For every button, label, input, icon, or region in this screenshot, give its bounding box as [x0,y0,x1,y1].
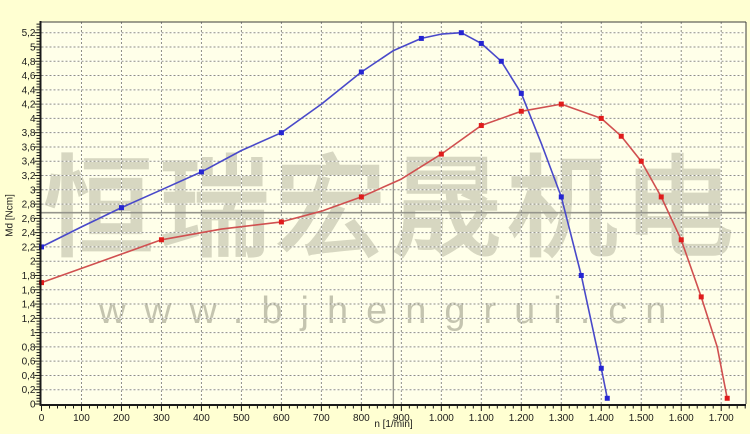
y-tick-label: 2,6 [22,214,36,225]
y-tick-label: 2,8 [22,200,36,211]
y-tick-label: 3,8 [22,128,36,139]
red-torque-curve-marker [438,151,444,157]
blue-torque-curve-line [41,31,609,399]
y-tick-label: 1 [30,328,36,339]
blue-torque-curve [39,30,610,401]
y-tick-label: 1,8 [22,271,36,282]
red-torque-curve-marker [618,133,624,139]
blue-torque-curve-marker [478,40,484,46]
blue-torque-curve-marker [558,194,564,200]
red-torque-curve-marker [658,194,664,200]
watermark-chinese-text: 恒瑞宏晟机电 [43,148,740,271]
y-tick-label: 0 [30,400,36,411]
red-torque-curve-line [41,103,728,399]
y-tick-label: 5 [30,42,36,53]
red-torque-curve-marker [478,123,484,129]
y-tick-label: 5,2 [22,28,36,39]
axis-ticks [34,23,746,411]
blue-torque-curve-marker [578,272,584,278]
y-tick-label: 0,4 [22,371,36,382]
y-tick-label: 0,2 [22,385,36,396]
x-tick-label: 0 [39,413,45,424]
y-tick-label: 3,6 [22,142,36,153]
y-tick-label: 1,4 [22,300,36,311]
blue-torque-curve-marker [458,30,464,36]
x-tick-label: 1.200 [509,413,534,424]
y-tick-label: 1,6 [22,285,36,296]
y-tick-label: 0,8 [22,342,36,353]
y-tick-label: 0,6 [22,357,36,368]
y-axis-title: Md [Ncm] [4,194,16,237]
axes [39,21,747,406]
x-tick-label: 500 [233,413,250,424]
x-tick-label: 300 [153,413,170,424]
y-tick-label: 3,4 [22,157,36,168]
x-tick-label: 600 [273,413,290,424]
watermark-url-text: www.bjhengrui.cn [98,290,685,332]
x-axis-title: n [1/min] [374,419,413,430]
blue-torque-curve-marker [198,169,204,175]
red-torque-curve-marker [598,115,604,121]
x-tick-label: 700 [313,413,330,424]
x-tick-label: 1.500 [629,413,654,424]
blue-torque-curve-marker [118,205,124,211]
blue-torque-curve-marker [598,365,604,371]
y-tick-label: 2,4 [22,228,36,239]
red-torque-curve-marker [558,101,564,107]
red-torque-curve-marker [678,237,684,243]
y-tick-label: 4,2 [22,100,36,111]
blue-torque-curve-marker [418,35,424,41]
red-torque-curve-marker [158,237,164,243]
red-torque-curve-marker [638,158,644,164]
x-tick-label: 1.100 [469,413,494,424]
y-tick-label: 2 [30,257,36,268]
x-tick-label: 900 [393,413,410,424]
x-tick-label: 1.000 [429,413,454,424]
red-torque-curve-marker [278,219,284,225]
x-tick-label: 800 [353,413,370,424]
x-tick-label: 1.400 [589,413,614,424]
x-tick-label: 100 [73,413,90,424]
y-tick-label: 1,2 [22,314,36,325]
y-tick-label: 2,2 [22,242,36,253]
reference-lines [41,22,746,404]
red-torque-curve-marker [724,395,730,401]
red-torque-curve-marker [518,108,524,114]
blue-torque-curve-marker [358,69,364,75]
y-tick-label: 3 [30,185,36,196]
y-tick-label: 3,2 [22,171,36,182]
x-tick-label: 1.600 [669,413,694,424]
y-tick-label: 4 [30,114,36,125]
x-tick-label: 1.700 [709,413,734,424]
y-tick-label: 4,6 [22,71,36,82]
x-tick-label: 1.300 [549,413,574,424]
y-tick-label: 4,4 [22,85,36,96]
y-tick-label: 4,8 [22,57,36,68]
blue-torque-curve-marker [498,58,504,64]
blue-torque-curve-marker [604,395,610,401]
x-tick-label: 400 [193,413,210,424]
red-torque-curve-marker [698,294,704,300]
blue-torque-curve-marker [278,130,284,136]
tick-labels: 0 100 200 300 400 500 600 700 800 900 1.000 1.100 1.… [22,28,735,424]
x-tick-label: 200 [113,413,130,424]
blue-torque-curve-marker [518,90,524,96]
red-torque-curve-marker [358,194,364,200]
